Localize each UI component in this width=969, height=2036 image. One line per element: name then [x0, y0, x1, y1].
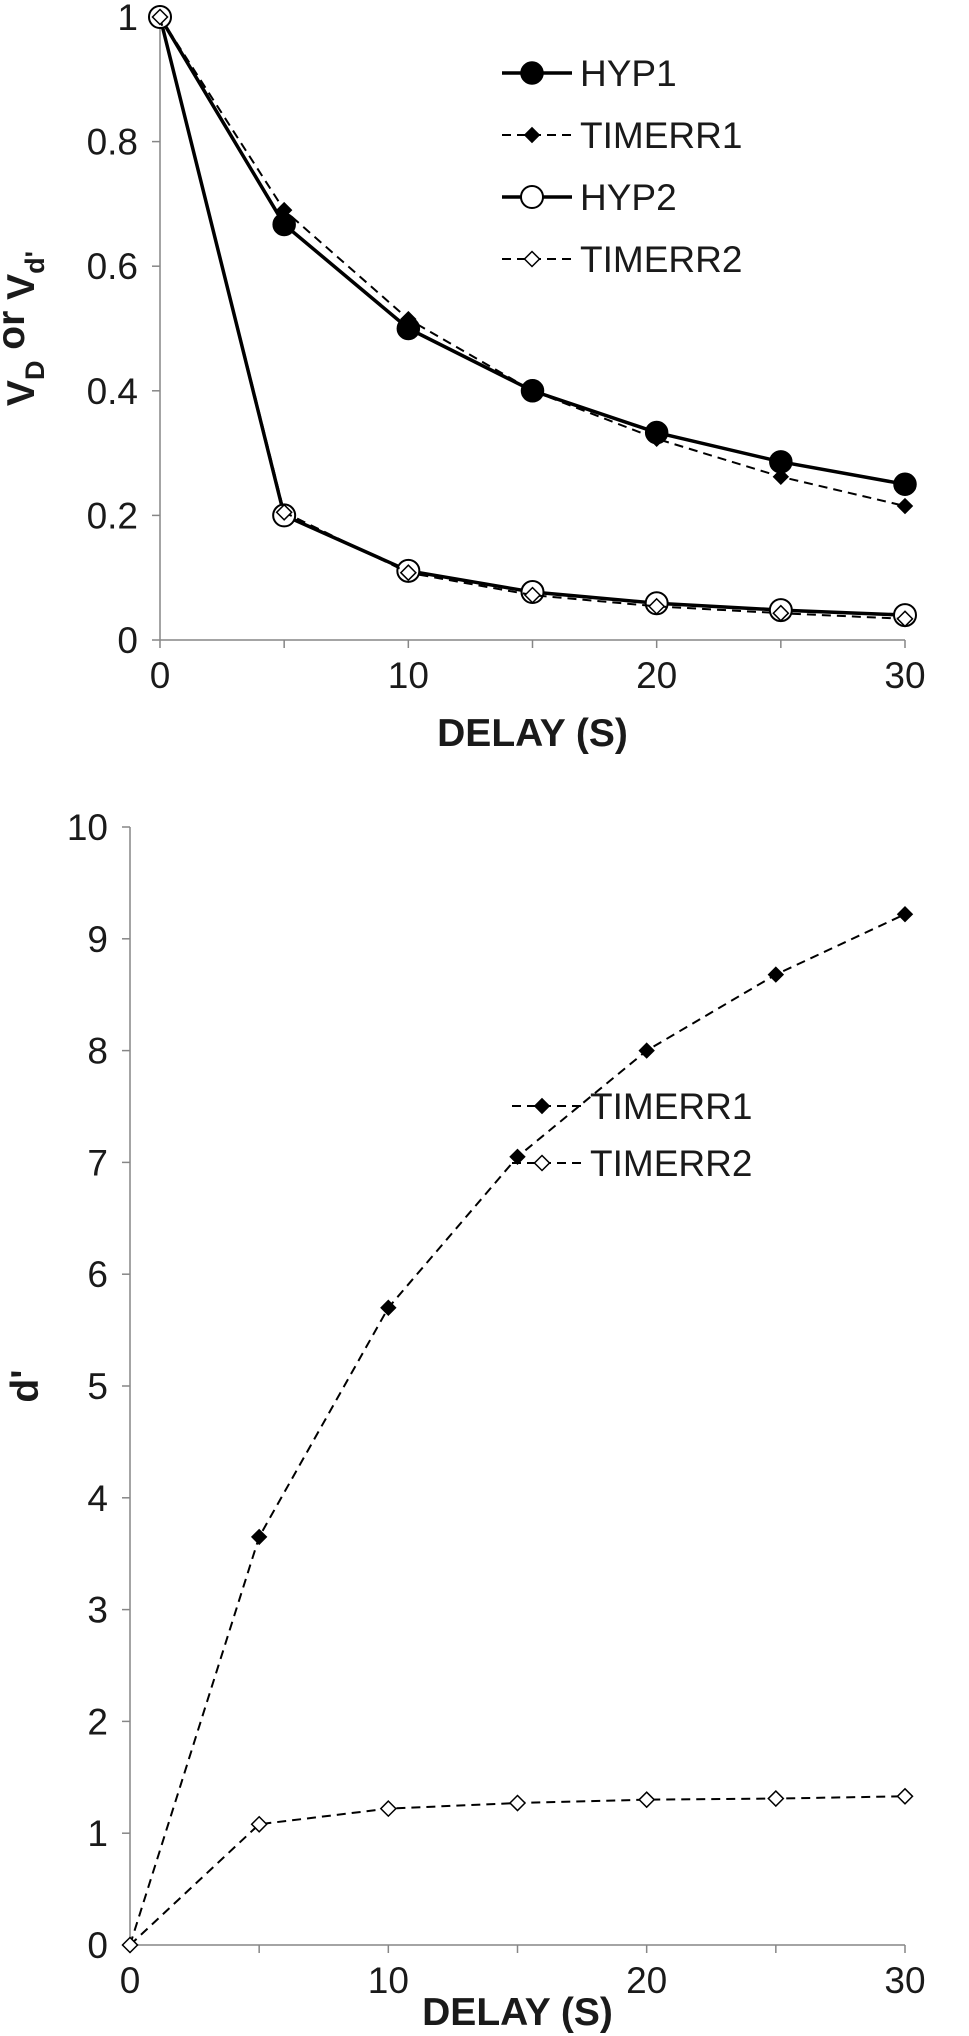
series-line-timerr1	[129, 913, 906, 1946]
data-point-timerr1	[380, 1299, 397, 1316]
legend-marker-timerr2	[533, 1154, 551, 1172]
ylabel-sub-d: D	[20, 361, 50, 381]
legend-marker-hyp2	[520, 185, 544, 209]
data-point-timerr2	[151, 8, 169, 26]
data-point-timerr2	[399, 564, 417, 582]
y-tick-label: 0.8	[87, 122, 138, 163]
y-tick-label: 0.6	[87, 246, 138, 287]
data-point-timerr2	[896, 1787, 914, 1805]
series-line-timerr2	[159, 16, 906, 620]
y-tick-label: 2	[87, 1701, 108, 1742]
y-tick-label: 10	[67, 807, 108, 848]
data-point-timerr1	[400, 310, 417, 328]
data-point-timerr2	[648, 597, 666, 615]
data-point-timerr1	[896, 497, 914, 515]
data-point-timerr2	[121, 1936, 139, 1954]
series-line-hyp2	[158, 16, 906, 617]
y-tick-label: 5	[87, 1366, 108, 1407]
data-point-timerr2	[767, 1789, 785, 1808]
legend-label-hyp1: HYP1	[580, 53, 677, 94]
legend-marker-timerr1	[523, 126, 541, 144]
y-tick-label: 0	[117, 620, 138, 661]
x-tick-label: 10	[368, 1960, 409, 2001]
data-point-hyp1	[893, 472, 917, 496]
legend-label-timerr2: TIMERR2	[580, 239, 742, 280]
data-point-timerr1	[524, 382, 541, 400]
data-point-timerr2	[523, 586, 542, 604]
y-tick-label: 0.2	[87, 495, 138, 536]
x-axis-title: DELAY (S)	[437, 712, 628, 755]
y-tick-label: 8	[87, 1031, 108, 1072]
legend-label-timerr1: TIMERR1	[580, 115, 742, 156]
x-tick-label: 0	[120, 1960, 141, 2001]
y-axis-title: VD or Vd'	[0, 251, 50, 406]
legend-label-timerr2: TIMERR2	[590, 1143, 752, 1184]
data-point-timerr1	[767, 966, 785, 983]
y-tick-label: 3	[87, 1590, 108, 1631]
data-point-timerr2	[638, 1791, 656, 1809]
x-axis-title: DELAY (S)	[422, 1991, 613, 2034]
y-tick-label: 1	[87, 1813, 108, 1854]
data-point-timerr2	[896, 610, 914, 628]
legend-label-timerr1: TIMERR1	[590, 1086, 752, 1127]
data-point-timerr2	[379, 1800, 397, 1818]
x-tick-label: 30	[884, 655, 925, 696]
data-point-timerr2	[772, 604, 790, 622]
ylabel-sub-dprime: d'	[20, 251, 50, 274]
data-point-timerr2	[250, 1815, 268, 1833]
y-tick-label: 1	[117, 0, 138, 38]
y-tick-label: 9	[87, 919, 108, 960]
y-tick-label: 0.4	[87, 371, 138, 412]
legend-label-hyp2: HYP2	[580, 177, 677, 218]
y-tick-label: 7	[87, 1142, 108, 1183]
data-point-timerr1	[772, 468, 790, 485]
ylabel-v-dprime: V	[0, 274, 43, 300]
legend-marker-timerr2	[523, 250, 541, 268]
data-point-timerr2	[508, 1794, 527, 1812]
data-point-timerr1	[509, 1148, 526, 1166]
y-axis-title: d'	[4, 1369, 47, 1402]
x-tick-label: 20	[626, 1960, 667, 2001]
data-point-timerr2	[275, 503, 293, 521]
y-tick-label: 0	[87, 1925, 108, 1966]
y-tick-label: 4	[87, 1478, 108, 1519]
ylabel-v-d: V	[0, 380, 43, 406]
x-tick-label: 10	[388, 655, 429, 696]
x-tick-label: 0	[150, 655, 171, 696]
x-tick-label: 20	[636, 655, 677, 696]
data-point-timerr1	[638, 1042, 655, 1059]
series-line-timerr2	[129, 1795, 906, 1946]
data-point-timerr1	[896, 905, 914, 923]
x-tick-label: 30	[884, 1960, 925, 2001]
bottom-chart: 0 1 2 3 4 5 6 7 8 9 10 0 10 20 30 DELAY (S) d' TIMERR1 TIM…	[4, 807, 926, 2034]
data-point-timerr1	[648, 430, 665, 447]
ylabel-or: or	[0, 300, 33, 361]
legend-marker-hyp1	[520, 61, 544, 85]
y-tick-label: 6	[87, 1254, 108, 1295]
data-point-timerr1	[250, 1528, 268, 1546]
data-point-timerr1	[275, 201, 293, 219]
legend-marker-timerr1	[533, 1097, 551, 1115]
series-line-hyp1	[158, 16, 906, 486]
